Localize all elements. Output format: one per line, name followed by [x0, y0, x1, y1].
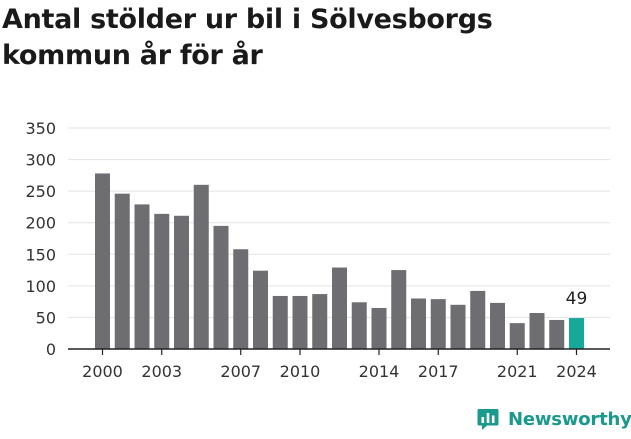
y-tick-label: 0 — [46, 340, 56, 359]
bar-2023 — [549, 319, 565, 349]
bar-2006 — [213, 225, 229, 349]
bar-2020 — [490, 302, 505, 349]
x-tick-label: 2014 — [359, 362, 400, 381]
newsworthy-logo-icon — [477, 409, 499, 430]
bar-2019 — [470, 290, 486, 349]
bar-2017 — [430, 299, 446, 349]
y-tick-label: 50 — [36, 308, 56, 327]
bar-2002 — [134, 204, 150, 349]
x-tick-label: 2010 — [280, 362, 321, 381]
y-tick-label: 350 — [25, 119, 56, 138]
data-labels: 49 — [566, 289, 588, 309]
bar-2005 — [193, 184, 209, 349]
y-tick-labels: 0 50 100 150 200 250 300 350 — [25, 119, 56, 359]
chart-title: Antal stölder ur bil i Sölvesborgs kommu… — [2, 4, 493, 71]
x-tick-label: 2007 — [220, 362, 261, 381]
bar-2010 — [292, 295, 308, 349]
bars — [95, 173, 584, 349]
x-tick-label: 2024 — [556, 362, 597, 381]
bar-2022 — [529, 313, 545, 349]
bar-2003 — [154, 213, 170, 349]
bar-2009 — [272, 295, 288, 349]
bar-2012 — [332, 267, 347, 349]
y-tick-label: 200 — [25, 214, 56, 233]
y-tick-label: 300 — [25, 151, 56, 170]
newsworthy-logo: Newsworthy — [476, 407, 631, 431]
x-tick-label: 2017 — [418, 362, 459, 381]
y-tick-label: 100 — [25, 277, 56, 296]
bar-2016 — [411, 298, 426, 349]
bar-2000 — [95, 173, 110, 349]
x-tick-label: 2003 — [141, 362, 182, 381]
x-tick-labels: 2000 2003 2007 2010 2014 2017 2021 2024 — [82, 362, 597, 381]
bar-2018 — [450, 304, 466, 349]
bar-2001 — [114, 193, 130, 349]
x-ticks — [101, 349, 578, 355]
x-tick-label: 2000 — [82, 362, 123, 381]
bar-2008 — [253, 270, 268, 349]
bar-2014 — [371, 307, 387, 349]
y-tick-label: 150 — [25, 245, 56, 264]
bar-2007 — [233, 249, 249, 349]
x-tick-label: 2021 — [497, 362, 538, 381]
bar-2011 — [312, 294, 328, 349]
brand-name: Newsworthy — [508, 408, 631, 430]
bar-2004 — [174, 215, 189, 349]
bar-2021 — [509, 323, 525, 349]
data-label: 49 — [566, 289, 588, 309]
bar-2015 — [391, 270, 407, 349]
bar-2013 — [351, 302, 367, 349]
y-tick-label: 250 — [25, 182, 56, 201]
bar-highlight-2024 — [569, 318, 584, 349]
